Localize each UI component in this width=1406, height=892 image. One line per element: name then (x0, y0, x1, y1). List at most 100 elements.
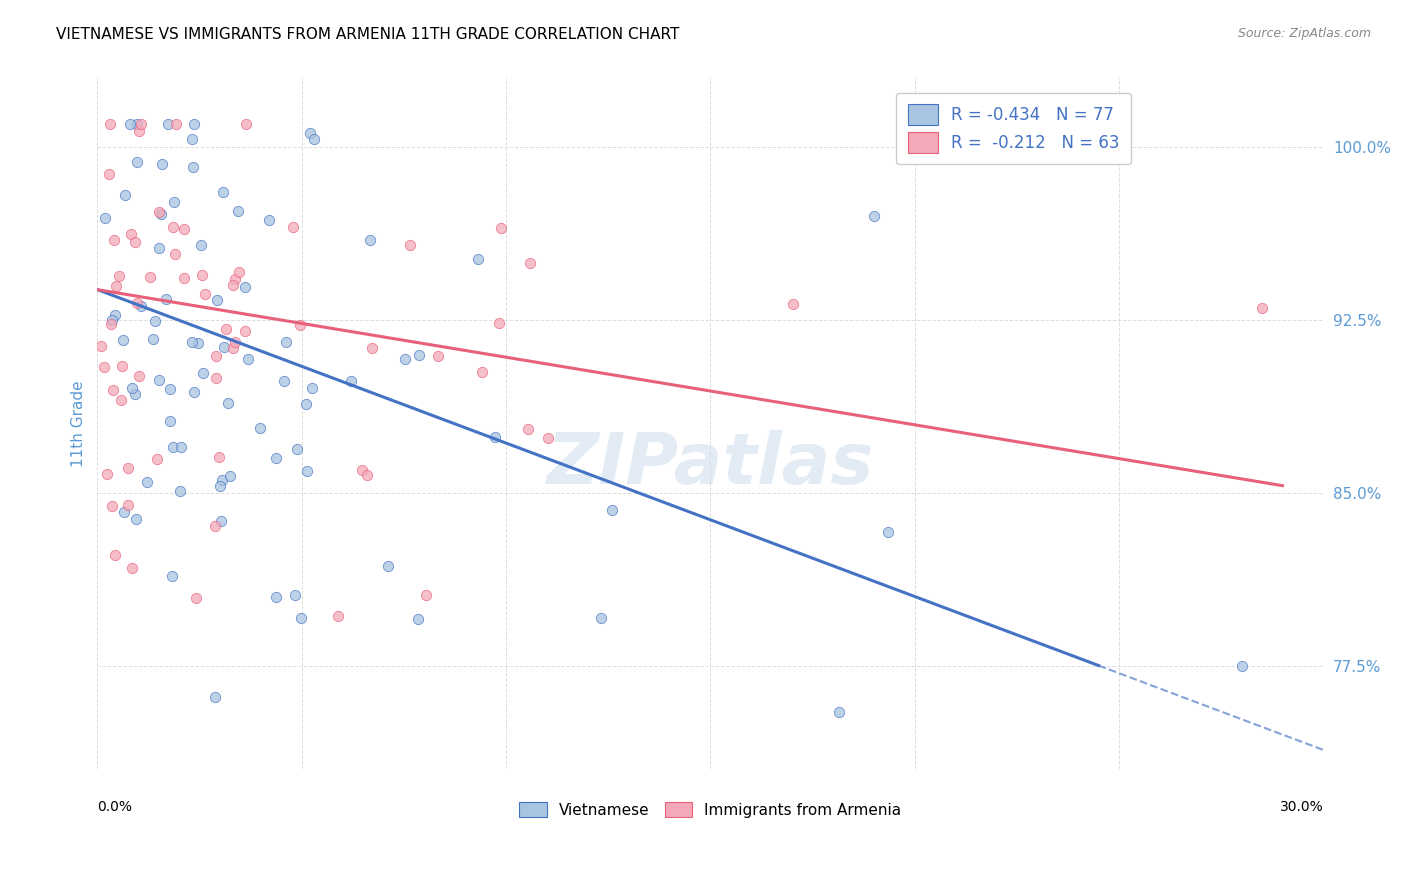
Point (211, 186, 233, 200)
Point (104, 548, 127, 562)
Point (517, 422, 540, 436)
Point (128, 368, 150, 383)
Point (204, 519, 226, 533)
Point (204, 371, 226, 385)
Point (215, 322, 238, 336)
Point (876, 524, 898, 539)
Point (427, 349, 450, 363)
Point (217, 396, 239, 410)
Point (142, 332, 165, 346)
Point (139, 270, 162, 285)
Point (180, 334, 202, 349)
Point (143, 314, 166, 328)
Point (103, 234, 125, 248)
Point (108, 268, 131, 283)
Point (359, 233, 381, 247)
Point (209, 514, 232, 528)
Point (208, 450, 231, 464)
Point (298, 126, 321, 140)
Point (150, 207, 173, 221)
Point (356, 468, 378, 483)
Point (159, 382, 181, 396)
Point (93, 359, 115, 374)
Point (415, 588, 437, 602)
Point (288, 318, 311, 332)
Point (187, 335, 209, 350)
Point (782, 297, 804, 311)
Point (285, 442, 308, 456)
Point (148, 205, 170, 219)
Point (125, 512, 148, 526)
Point (101, 499, 124, 513)
Point (350, 463, 373, 477)
Point (169, 483, 191, 498)
Point (98, 117, 121, 131)
Point (226, 204, 249, 219)
Point (191, 366, 214, 380)
Point (302, 131, 325, 145)
Point (181, 161, 204, 175)
Point (155, 292, 177, 306)
Point (294, 397, 316, 411)
Point (184, 591, 207, 606)
Point (124, 235, 146, 249)
Point (326, 609, 349, 624)
Point (124, 387, 146, 401)
Point (165, 117, 187, 131)
Point (127, 117, 149, 131)
Point (120, 227, 142, 241)
Point (408, 348, 430, 362)
Text: 0.0%: 0.0% (97, 800, 132, 814)
Text: ZIPatlas: ZIPatlas (547, 430, 875, 500)
Point (125, 296, 148, 310)
Point (114, 188, 136, 202)
Point (162, 220, 184, 235)
Point (361, 341, 384, 355)
Point (121, 381, 143, 395)
Point (264, 451, 287, 466)
Point (589, 611, 612, 625)
Point (145, 451, 167, 466)
Point (129, 300, 152, 314)
Point (173, 221, 195, 235)
Point (398, 238, 420, 252)
Point (111, 359, 134, 373)
Text: 30.0%: 30.0% (1279, 800, 1323, 814)
Point (190, 238, 212, 252)
Point (97, 167, 120, 181)
Point (104, 308, 127, 322)
Point (209, 479, 232, 493)
Point (150, 157, 173, 171)
Point (120, 117, 142, 131)
Point (96, 467, 118, 482)
Point (484, 430, 506, 444)
Point (828, 705, 851, 719)
Point (173, 271, 195, 285)
Point (181, 132, 204, 146)
Point (190, 268, 212, 282)
Point (295, 464, 318, 478)
Point (194, 286, 217, 301)
Point (183, 384, 205, 399)
Text: Source: ZipAtlas.com: Source: ZipAtlas.com (1237, 27, 1371, 40)
Point (862, 209, 884, 223)
Point (125, 155, 148, 169)
Point (274, 334, 297, 349)
Point (162, 441, 184, 455)
Point (90, 338, 112, 352)
Point (222, 278, 245, 293)
Legend: Vietnamese, Immigrants from Armenia: Vietnamese, Immigrants from Armenia (513, 796, 908, 824)
Point (290, 611, 312, 625)
Point (233, 324, 256, 338)
Point (233, 280, 256, 294)
Point (204, 349, 226, 363)
Point (101, 312, 124, 326)
Point (159, 414, 181, 428)
Point (104, 279, 127, 293)
Point (129, 117, 152, 131)
Point (94, 211, 117, 226)
Point (204, 690, 226, 705)
Point (602, 503, 624, 517)
Point (489, 220, 512, 235)
Point (135, 475, 157, 489)
